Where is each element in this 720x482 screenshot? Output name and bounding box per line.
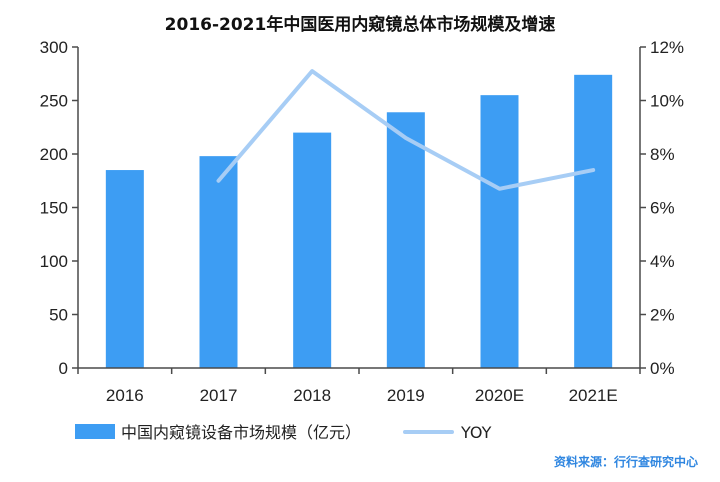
x-tick-label: 2021E — [569, 386, 618, 405]
right-axis: 0% 2% 4% 6% 8% 10% 12% — [640, 38, 684, 378]
right-tick-label: 2% — [650, 306, 675, 325]
x-tick-label: 2018 — [293, 386, 331, 405]
bar — [105, 170, 144, 368]
source-note: 资料来源：行行查研究中心 — [554, 454, 698, 469]
left-tick-label: 250 — [40, 92, 68, 111]
left-tick-label: 150 — [40, 199, 68, 218]
x-tick-label: 2017 — [200, 386, 238, 405]
right-tick-label: 8% — [650, 145, 675, 164]
left-tick-label: 200 — [40, 145, 68, 164]
legend-bar-label: 中国内窥镜设备市场规模（亿元） — [121, 423, 361, 442]
legend: 中国内窥镜设备市场规模（亿元） YOY — [75, 423, 492, 442]
bar — [386, 112, 425, 369]
x-axis: 2016 2017 2018 2019 2020E 2021E — [77, 368, 641, 405]
bar — [480, 95, 519, 369]
left-tick-label: 300 — [40, 38, 68, 57]
legend-bar-swatch — [75, 424, 115, 439]
right-tick-label: 10% — [650, 92, 684, 111]
right-tick-label: 12% — [650, 38, 684, 57]
bar — [574, 74, 613, 368]
chart-title: 2016-2021年中国医用内窥镜总体市场规模及增速 — [165, 14, 556, 35]
bar — [199, 156, 238, 368]
x-tick-label: 2020E — [475, 386, 524, 405]
legend-line-label: YOY — [460, 423, 492, 442]
x-tick-label: 2019 — [387, 386, 425, 405]
right-tick-label: 0% — [650, 359, 675, 378]
bar — [293, 132, 332, 368]
right-tick-label: 4% — [650, 252, 675, 271]
yoy-line — [216, 69, 596, 191]
left-tick-label: 50 — [49, 306, 68, 325]
left-tick-label: 100 — [40, 252, 68, 271]
left-axis: 0 50 100 150 200 250 300 — [40, 38, 78, 378]
x-tick-label: 2016 — [106, 386, 144, 405]
left-tick-label: 0 — [59, 359, 68, 378]
right-tick-label: 6% — [650, 199, 675, 218]
bar-series — [105, 74, 613, 369]
